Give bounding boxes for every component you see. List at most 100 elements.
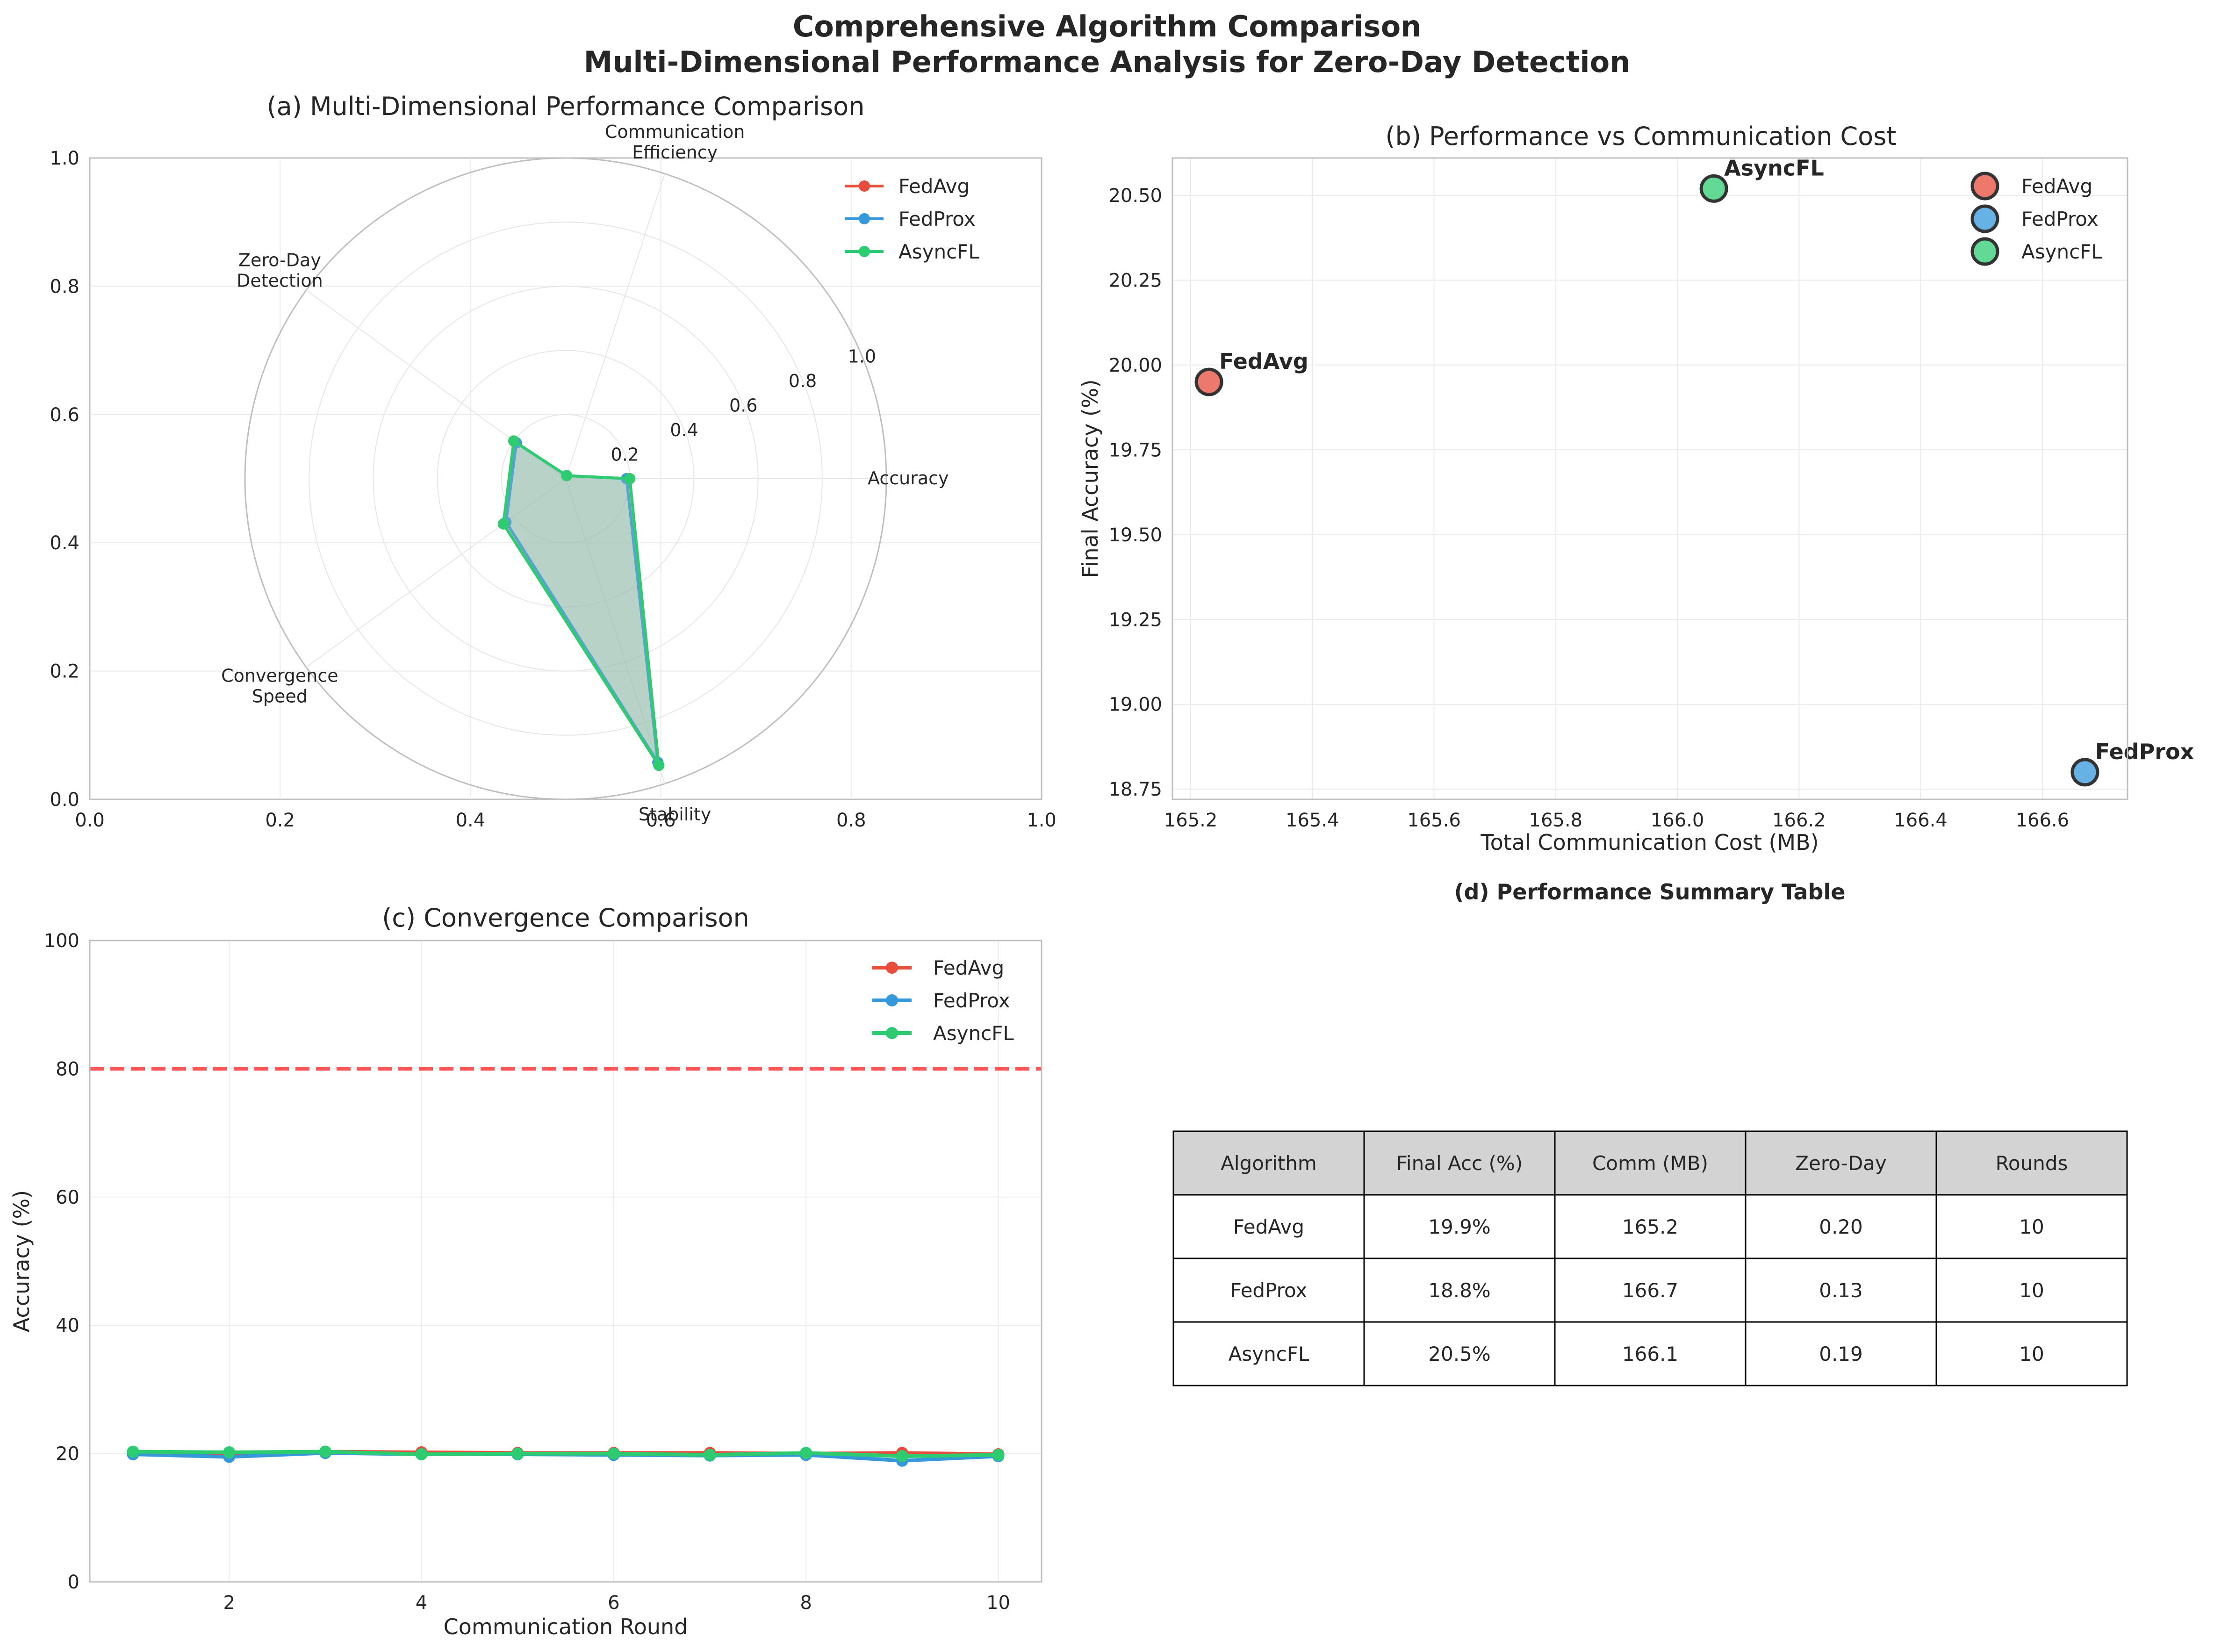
table-cell-text: 165.2 [1622, 1215, 1678, 1238]
panel-a-xtick-label: 1.0 [1027, 810, 1057, 831]
table-cell-text: 10 [2019, 1279, 2044, 1302]
panel-c-title: (c) Convergence Comparison [382, 903, 749, 933]
panel-b-ytick-label: 19.00 [1108, 694, 1162, 716]
table-cell [1363, 1321, 1556, 1386]
panel-c-frame [89, 940, 1042, 1583]
panel-b-legend-marker [1970, 172, 1999, 201]
panel-a-legend-marker [859, 246, 870, 257]
panel-b-point-fedprox [2070, 758, 2099, 787]
panel-a-title: (a) Multi-Dimensional Performance Compar… [267, 92, 865, 121]
panel-a-area-asyncfl [502, 439, 661, 767]
panel-b-xtick-label: 166.2 [1772, 810, 1826, 831]
panel-a-radial-tick: 1.0 [848, 346, 876, 366]
table-cell-text: 0.13 [1819, 1279, 1863, 1302]
panel-c-point-asyncfl [127, 1445, 139, 1458]
panel-b-legend-marker [1970, 204, 1999, 233]
panel-a-axis-label: Accuracy [868, 468, 949, 488]
panel-b-point-label: AsyncFL [1724, 155, 1824, 180]
panel-a-radial-tick: 0.8 [789, 371, 817, 391]
table-cell-text: 0.20 [1819, 1215, 1863, 1238]
panel-b-frame [1172, 157, 2128, 800]
panel-c-legend-marker [886, 1027, 898, 1039]
panel-a-legend-label: AsyncFL [899, 240, 979, 263]
table-cell-text: 10 [2019, 1343, 2044, 1365]
panel-c-point-asyncfl [992, 1449, 1005, 1461]
panel-b-legend: FedAvg FedProx AsyncFL [1970, 172, 2102, 266]
panel-a-radial-tick: 0.2 [611, 444, 639, 465]
table-cell-text: FedAvg [1233, 1215, 1304, 1238]
panel-d-table: (d) Performance Summary Table Algorithm F… [1172, 879, 2128, 1386]
panel-c-ytick-label: 20 [56, 1444, 79, 1465]
table-header-text: Rounds [1996, 1152, 2068, 1175]
panel-a-ytick-label: 0.6 [50, 404, 79, 426]
table-header-cell [1554, 1130, 1747, 1196]
panel-b-xtick-label: 165.8 [1529, 810, 1583, 831]
table-header-cell [1745, 1130, 1937, 1196]
table-cell-text: 10 [2019, 1215, 2044, 1238]
table-cell-text: 18.8% [1428, 1279, 1490, 1302]
panel-b-ytick-label: 18.75 [1108, 779, 1162, 800]
figure-title: Comprehensive Algorithm Comparison [793, 9, 1422, 43]
panel-b-xtick-label: 166.6 [2016, 810, 2070, 831]
panel-c-point-asyncfl [800, 1447, 812, 1459]
panel-b-ytick-label: 20.50 [1108, 185, 1162, 207]
panel-c-xtick-label: 8 [800, 1592, 812, 1614]
panel-b-scatter: (b) Performance vs Communication Cost 16… [1078, 122, 2194, 855]
panel-c-point-asyncfl [511, 1447, 524, 1460]
panel-c-ylabel: Accuracy (%) [9, 1190, 34, 1332]
panel-c-point-asyncfl [607, 1447, 620, 1460]
panel-c-legend: FedAvg FedProx AsyncFL [872, 956, 1014, 1045]
panel-c-xtick-label: 4 [416, 1592, 427, 1614]
panel-c-legend-label: FedProx [933, 989, 1010, 1012]
panel-a-legend-label: FedAvg [899, 175, 970, 198]
panel-b-xtick-label: 166.0 [1651, 810, 1704, 831]
table-header-text: Zero-Day [1795, 1152, 1887, 1175]
panel-c-xlabel: Communication Round [444, 1614, 688, 1639]
panel-b-legend-label: FedProx [2021, 208, 2099, 230]
table-cell-text: 166.7 [1622, 1279, 1678, 1302]
panel-a-legend-marker [859, 213, 870, 224]
panel-a-axis-label: Zero-Day Detection [237, 250, 323, 291]
panel-b-point-asyncfl [1699, 174, 1728, 203]
panel-b-xtick-label: 166.4 [1894, 810, 1948, 831]
panel-a-axis-label: Communication Efficiency [605, 122, 745, 163]
panel-b-ytick-label: 19.75 [1108, 439, 1162, 461]
panel-b-ytick-label: 20.00 [1108, 355, 1162, 376]
panel-c-point-asyncfl [319, 1445, 331, 1458]
panel-a-point-asyncfl [561, 470, 573, 481]
table-cell [1745, 1194, 1937, 1259]
panel-c-legend-marker [886, 994, 898, 1006]
panel-a-point-asyncfl [508, 435, 520, 447]
panel-a-xtick-label: 0.8 [836, 810, 866, 831]
table-header-text: Final Acc (%) [1396, 1152, 1523, 1175]
panel-a-ytick-label: 0.4 [50, 532, 79, 554]
panel-b-point-label: FedProx [2095, 739, 2194, 764]
panel-a-legend-label: FedProx [899, 208, 976, 230]
panel-a-point-asyncfl [653, 760, 665, 771]
panel-a-axis-label: Stability [639, 804, 712, 825]
table-cell [1935, 1194, 2128, 1259]
panel-a-ytick-label: 0.2 [50, 661, 79, 682]
panel-c-xtick-label: 6 [608, 1592, 619, 1614]
panel-c-ytick-label: 80 [56, 1058, 79, 1080]
panel-a-spoke [565, 173, 665, 479]
panel-c-ytick-label: 100 [44, 930, 79, 952]
panel-a-xtick-label: 0.6 [646, 810, 676, 831]
panel-b-legend-marker [1970, 237, 1999, 266]
panel-b-ytick-label: 20.25 [1108, 270, 1162, 291]
table-header-cell [1935, 1130, 2128, 1196]
figure-subtitle: Multi-Dimensional Performance Analysis f… [584, 45, 1631, 79]
panel-b-ytick-label: 19.50 [1108, 524, 1162, 546]
panel-a-radial-tick: 0.4 [670, 420, 698, 440]
panel-b-legend-label: FedAvg [2021, 175, 2092, 198]
panel-a-spoke [565, 478, 665, 784]
panel-a-point-asyncfl [497, 518, 509, 530]
panel-b-xtick-label: 165.4 [1286, 810, 1339, 831]
table-cell [1363, 1257, 1556, 1323]
panel-b-ytick-label: 19.25 [1108, 609, 1162, 631]
table-cell [1554, 1321, 1747, 1386]
panel-a-axis-label: Convergence Speed [221, 665, 338, 706]
table-cell-text: 19.9% [1428, 1215, 1490, 1238]
table-cell-text: AsyncFL [1229, 1343, 1309, 1365]
